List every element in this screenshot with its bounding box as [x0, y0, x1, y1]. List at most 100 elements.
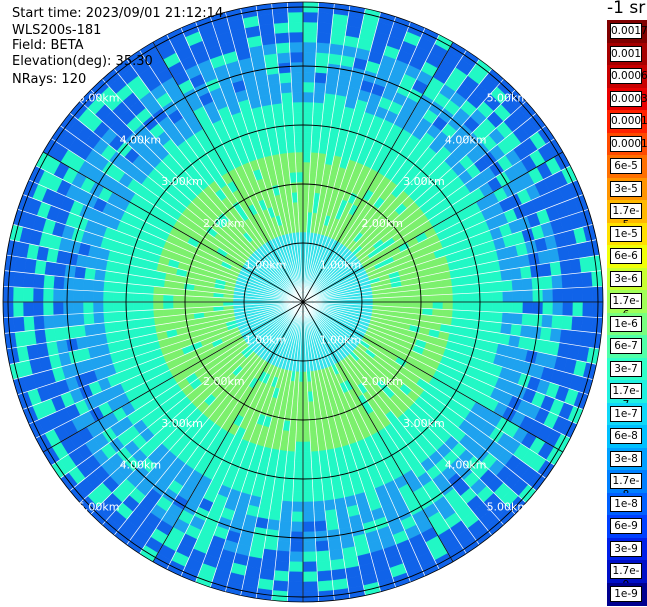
ray-gate [83, 278, 95, 292]
ray-gate [312, 480, 324, 492]
colorbar-tick-label: 3e-6 [610, 270, 642, 287]
colorbar-tick-label: 0.00017 [610, 113, 647, 129]
ray-gate [520, 265, 532, 280]
ray-gate [294, 151, 304, 163]
ray-gate [532, 289, 544, 303]
ray-gate [83, 323, 96, 337]
ray-gate [172, 301, 184, 310]
ray-gate [302, 531, 316, 543]
ray-gate [92, 301, 104, 314]
ray-gate [289, 41, 304, 53]
ray-gate [74, 324, 86, 339]
ray-gate [302, 401, 309, 413]
colorbar-swatch: 1.7e-8 [607, 470, 647, 501]
ray-gate [327, 53, 343, 66]
ray-gate [302, 141, 312, 153]
ray-gate [296, 411, 304, 423]
ray-gate [314, 62, 329, 74]
ray-separator [302, 301, 571, 439]
ray-gate [278, 72, 292, 84]
ray-gate [539, 326, 552, 342]
ray-gate [83, 267, 96, 281]
range-ring-label: 2.00km [203, 375, 245, 388]
ray-gate [562, 301, 574, 317]
ray-gate [62, 289, 74, 303]
ray-gate [302, 461, 313, 473]
ray-gate [23, 272, 35, 289]
range-ring-label: 3.00km [161, 175, 203, 188]
range-ring-label: 2.00km [203, 217, 245, 230]
ray-gate [82, 301, 94, 314]
ray-gate [310, 151, 319, 163]
ray-gate [302, 491, 314, 503]
ray-gate [268, 82, 282, 95]
ray-gate [302, 121, 313, 133]
colorbar-tick-label: 0.001 [610, 45, 642, 62]
colorbar-swatch: 6e-7 [607, 335, 647, 359]
ray-gate [310, 142, 320, 154]
range-ring-label: 4.00km [120, 133, 162, 146]
colorbar-swatch: 0.0017 [607, 20, 647, 44]
ray-gate [302, 561, 318, 573]
ray-gate [302, 441, 312, 453]
ray-gate [311, 460, 321, 472]
ray-gate [451, 285, 463, 295]
ray-gate [302, 101, 314, 113]
ray-gate [302, 21, 318, 33]
colorbar-swatch: 0.0001 [607, 132, 647, 156]
ray-gate [272, 12, 289, 24]
ray-gate [310, 441, 319, 453]
ray-gate [44, 261, 57, 277]
ray-gate [281, 102, 294, 114]
ray-gate [422, 301, 434, 310]
ray-gate [302, 551, 317, 563]
ray-gate [571, 272, 583, 289]
ray-gate [279, 510, 293, 522]
colorbar-swatch: 0.0006 [607, 65, 647, 89]
ray-gate [287, 11, 304, 23]
ray-gate [22, 301, 34, 317]
ray-separator [302, 301, 397, 588]
ray-gate [123, 310, 135, 322]
ray-gate [93, 312, 105, 325]
ray-gate [34, 328, 47, 345]
colorbar-tick-label: 1e-6 [610, 315, 642, 332]
ray-gate [82, 290, 94, 303]
ray-gate [552, 301, 564, 316]
colorbar-swatch: 0.00017 [607, 110, 647, 134]
colorbar-swatch: 3e-5 [607, 177, 647, 201]
ray-gate [302, 61, 316, 73]
range-ring-label: 2.00km [361, 217, 403, 230]
ray-gate [285, 132, 295, 144]
ray-gate [302, 71, 316, 83]
ray-gate [551, 274, 563, 290]
ray-gate [92, 290, 104, 303]
ray-gate [287, 151, 296, 163]
ray-gate [492, 301, 504, 313]
ray-gate [310, 450, 320, 462]
ray-gate [292, 101, 304, 113]
ray-gate [260, 33, 277, 46]
ray-gate [481, 311, 493, 323]
ray-separator [302, 301, 602, 334]
ray-gate [482, 291, 494, 303]
ray-gate [182, 295, 194, 303]
ray-gate [162, 301, 174, 310]
colorbar-tick-label: 1.7e-5 [610, 203, 642, 231]
ray-gate [302, 91, 315, 103]
colorbar-tick-label: 6e-6 [610, 248, 642, 264]
ray-gate [311, 132, 321, 144]
ray-gate [315, 42, 331, 54]
ray-gate [274, 32, 290, 44]
ray-gate [522, 301, 534, 315]
ray-gate [288, 31, 304, 43]
ray-gate [74, 265, 86, 280]
ray-gate [531, 313, 543, 328]
ray-gate [442, 286, 454, 295]
ray-gate [290, 531, 304, 543]
range-ring-label: 5.00km [78, 92, 120, 105]
ray-gate [103, 311, 115, 324]
colorbar-swatch: 6e-9 [607, 515, 647, 539]
ray-gate [43, 274, 55, 290]
ray-gate [532, 301, 544, 315]
